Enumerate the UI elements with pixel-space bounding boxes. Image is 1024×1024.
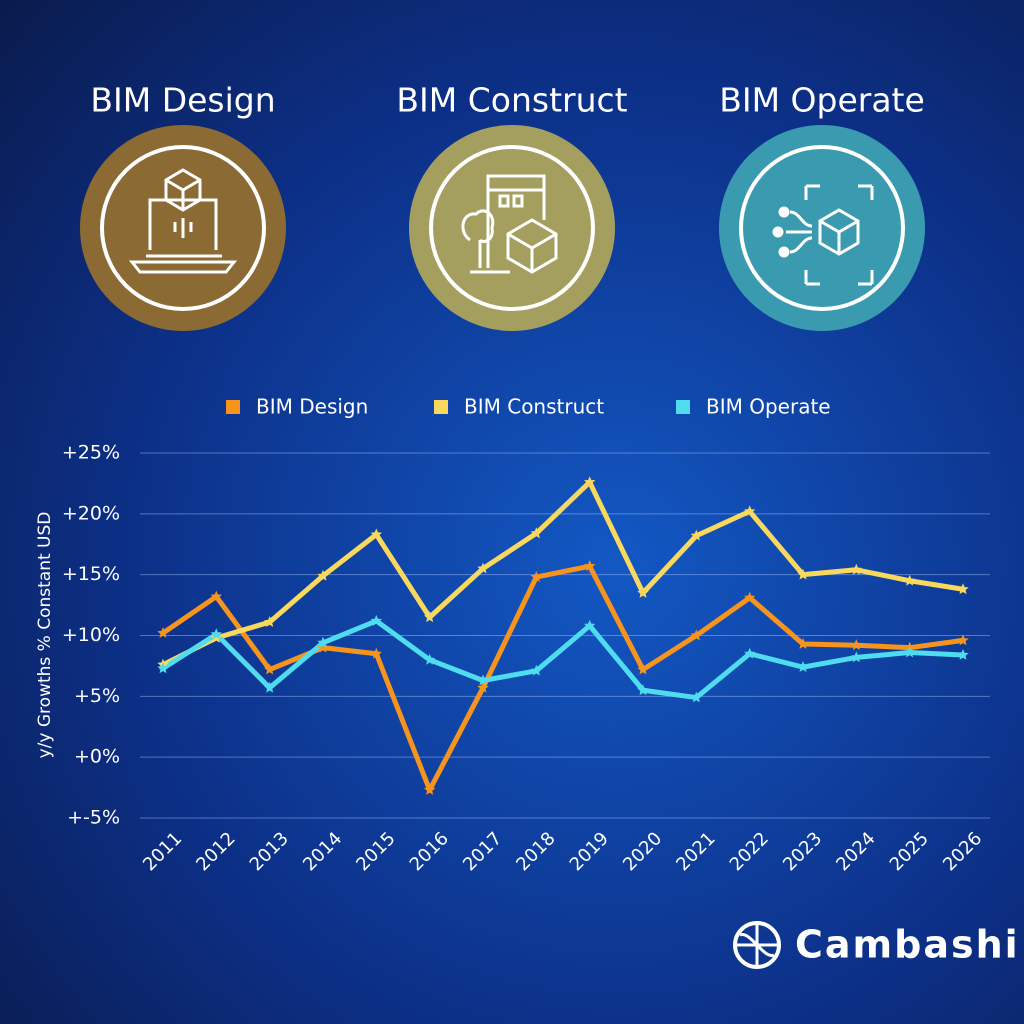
legend-label: BIM Operate [706,395,831,419]
panel-ring [100,145,266,311]
data-point [530,664,542,676]
data-point [317,641,329,653]
panel-title: BIM Design [90,81,275,120]
data-point [744,505,756,517]
y-tick-label: +0% [74,746,120,768]
data-point [370,647,382,659]
operate-icon [772,184,874,286]
data-point [584,476,596,488]
y-tick-label: +5% [74,685,120,707]
design-icon [128,168,238,274]
y-axis-label: y/y Growths % Constant USD [35,512,55,759]
panel-circle [719,125,925,331]
data-point [264,663,276,675]
data-point [850,639,862,651]
series-line [161,563,964,793]
data-point [477,674,489,686]
logo-lines [735,923,779,967]
data-point [424,653,436,665]
y-tick-label: +10% [62,624,120,646]
data-point [264,616,276,627]
data-point [797,661,809,672]
y-tick-label: +-5% [67,807,120,829]
data-point [744,647,756,659]
data-point [797,638,809,649]
legend-label: BIM Construct [464,395,604,419]
panel-ring [739,145,905,311]
data-point [904,574,916,586]
icons [128,168,874,286]
data-point [744,591,756,603]
brand: Cambashi [795,923,1020,967]
data-point [904,646,916,658]
data-point [690,529,702,541]
data-point [637,586,649,598]
data-point [157,662,169,674]
data-point [424,611,436,623]
data-point [477,681,489,693]
data-point [690,629,702,641]
data-point [317,569,329,581]
data-point [210,590,222,602]
y-tick-label: +20% [62,502,120,524]
data-point [424,784,436,795]
logo: Cambashi [733,921,1020,969]
panel-ring [429,145,595,311]
y-tick-label: +25% [62,442,120,464]
construct-icon [461,174,558,274]
data-point [370,528,382,540]
legend-swatch [226,400,240,414]
data-point [850,651,862,663]
series-line [161,618,964,701]
data-point [584,560,596,571]
data-point [530,571,542,582]
data-point [637,663,649,675]
legend-swatch [434,400,448,414]
data-point [530,527,542,539]
data-point [210,628,222,640]
panel-title: BIM Construct [396,81,627,120]
data-point [157,627,169,638]
panel-circle [409,125,615,331]
data-point [637,684,649,696]
data-point [584,619,596,631]
panel-title: BIM Operate [719,81,925,120]
data-point [957,634,969,646]
data-point [690,691,702,703]
data-point [477,562,489,574]
legend-label: BIM Design [256,395,368,419]
series-line [161,479,964,667]
data-point [797,568,809,580]
data-point [957,583,969,595]
data-point [850,563,862,575]
data-point [210,631,222,643]
data-point [317,636,329,648]
data-point [370,614,382,626]
data-point [264,681,276,693]
legend-swatch [676,400,690,414]
data-point [957,649,969,660]
y-tick-label: +15% [62,563,120,585]
